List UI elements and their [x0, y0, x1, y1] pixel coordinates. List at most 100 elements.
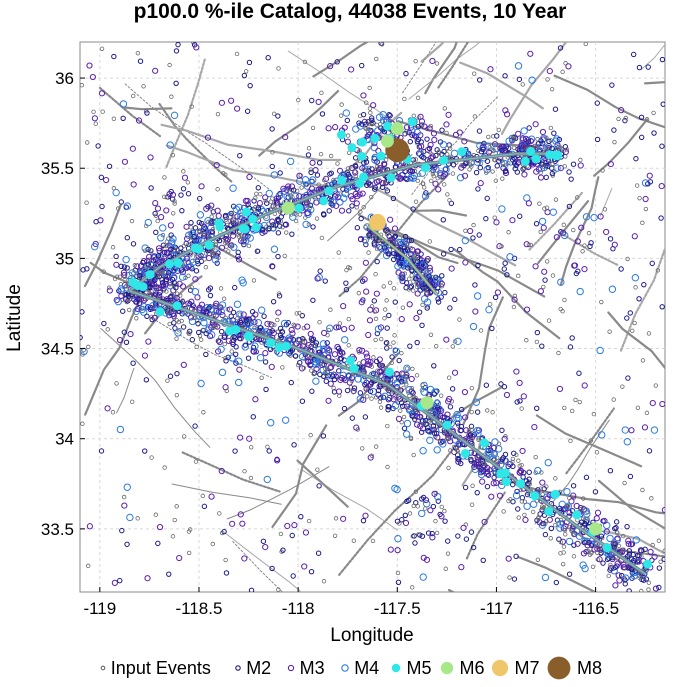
event-marker	[535, 515, 541, 521]
event-marker	[485, 447, 492, 454]
event-marker	[396, 357, 402, 364]
event-marker	[424, 290, 430, 296]
event-marker	[472, 308, 479, 315]
event-marker	[322, 278, 328, 284]
event-marker	[484, 448, 493, 456]
m5-marker	[544, 506, 554, 516]
event-marker	[607, 567, 613, 573]
event-marker	[341, 405, 348, 412]
event-marker	[284, 522, 291, 530]
event-marker	[247, 82, 253, 89]
event-marker	[197, 195, 203, 202]
event-marker	[596, 346, 604, 355]
event-marker	[582, 243, 587, 248]
event-marker	[166, 190, 173, 198]
event-marker	[201, 410, 206, 415]
event-marker	[321, 579, 327, 584]
event-marker	[327, 380, 334, 387]
event-marker	[356, 346, 363, 354]
m5-marker	[215, 222, 225, 232]
m5-marker	[376, 151, 386, 161]
event-marker	[121, 494, 127, 500]
event-marker	[626, 551, 633, 557]
event-marker	[306, 145, 312, 151]
event-marker	[276, 293, 283, 299]
event-marker	[337, 191, 342, 196]
event-marker	[528, 76, 536, 84]
event-marker	[305, 342, 312, 349]
event-marker	[544, 518, 549, 524]
event-marker	[641, 424, 649, 431]
event-marker	[239, 520, 246, 527]
event-marker	[197, 379, 205, 388]
event-marker	[433, 276, 441, 284]
event-marker	[348, 324, 355, 331]
m5-marker	[238, 224, 248, 234]
event-marker	[395, 579, 402, 586]
event-marker	[112, 188, 120, 197]
large-event-m7	[368, 213, 386, 231]
event-marker	[414, 373, 420, 378]
event-marker	[167, 222, 174, 229]
event-marker	[273, 195, 280, 202]
event-marker	[574, 238, 581, 245]
event-marker	[429, 530, 435, 537]
event-marker	[106, 287, 113, 294]
event-marker	[599, 299, 604, 305]
m5-marker	[190, 243, 200, 253]
event-marker	[550, 161, 555, 167]
event-marker	[640, 220, 645, 226]
m5-marker	[172, 301, 182, 311]
event-marker	[277, 190, 283, 197]
event-marker	[360, 111, 367, 118]
event-marker	[544, 259, 550, 264]
event-marker	[305, 152, 312, 158]
event-marker	[612, 525, 618, 532]
event-marker	[136, 268, 143, 275]
event-marker	[317, 268, 323, 274]
event-marker	[309, 97, 315, 104]
event-marker	[624, 315, 630, 321]
event-marker	[316, 483, 322, 489]
m5-marker	[324, 186, 334, 196]
event-marker	[642, 195, 649, 203]
fault-line	[312, 42, 370, 78]
event-marker	[391, 225, 399, 232]
event-marker	[529, 500, 538, 508]
event-marker	[319, 366, 327, 374]
event-marker	[376, 368, 383, 376]
event-marker	[476, 128, 483, 134]
event-marker	[581, 496, 586, 501]
event-marker	[91, 115, 99, 122]
legend-label: M3	[300, 658, 325, 678]
event-marker	[444, 436, 449, 442]
event-marker	[444, 152, 450, 157]
event-marker	[324, 340, 330, 346]
event-marker	[181, 434, 187, 439]
event-marker	[486, 134, 491, 140]
event-marker	[235, 357, 243, 365]
event-marker	[135, 516, 140, 521]
m5-marker	[384, 367, 394, 377]
fault-line	[593, 118, 649, 177]
event-marker	[437, 412, 444, 419]
event-marker	[252, 311, 259, 318]
legend-label: M4	[354, 658, 379, 678]
event-marker	[420, 388, 428, 396]
event-marker	[246, 173, 253, 181]
event-marker	[516, 458, 521, 463]
event-marker	[170, 307, 175, 312]
fault-line	[171, 483, 282, 505]
event-marker	[381, 392, 389, 400]
event-marker	[366, 317, 374, 324]
event-marker	[229, 232, 237, 239]
event-marker	[603, 228, 610, 236]
event-marker	[492, 215, 497, 220]
event-marker	[339, 102, 344, 107]
event-marker	[225, 337, 232, 345]
event-marker	[279, 549, 284, 554]
event-marker	[633, 285, 638, 290]
event-marker	[473, 459, 480, 466]
event-marker	[584, 542, 591, 549]
event-marker	[404, 366, 410, 371]
